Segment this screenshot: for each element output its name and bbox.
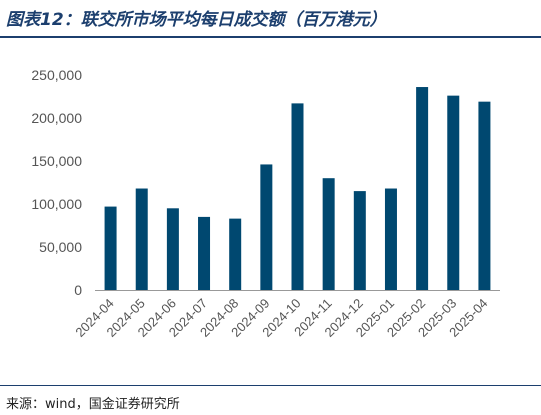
y-tick-label: 200,000: [31, 110, 82, 126]
y-tick-label: 50,000: [39, 239, 82, 255]
source-note: 来源：wind，国金证券研究所: [6, 397, 180, 412]
y-tick-label: 100,000: [31, 196, 82, 212]
bar: [384, 188, 397, 290]
bar: [291, 103, 304, 290]
bar: [353, 191, 366, 290]
y-tick-label: 250,000: [31, 67, 82, 83]
figure-title: 图表12：联交所市场平均每日成交额（百万港元）: [6, 10, 387, 30]
bar-chart: 050,000100,000150,000200,000250,0002024-…: [31, 67, 500, 340]
bottom-rule: [0, 385, 541, 386]
bar: [135, 188, 148, 290]
bar: [416, 87, 429, 290]
bar: [198, 216, 211, 290]
title-rule: [0, 36, 541, 38]
bar: [229, 218, 242, 290]
bar: [166, 208, 179, 290]
y-tick-label: 0: [74, 282, 82, 298]
bar: [322, 178, 335, 290]
bar: [447, 95, 460, 290]
bar: [478, 101, 491, 290]
bar: [104, 206, 117, 290]
y-tick-label: 150,000: [31, 153, 82, 169]
bar: [260, 164, 273, 290]
